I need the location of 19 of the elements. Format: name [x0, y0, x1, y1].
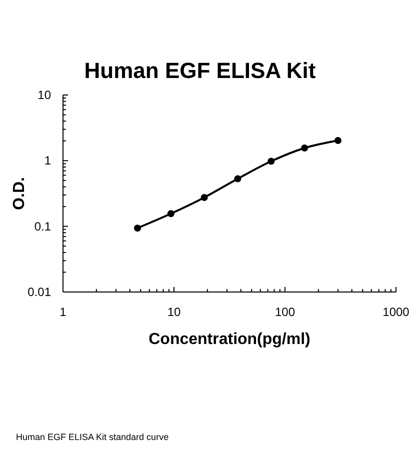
x-tick-label: 100: [274, 305, 296, 319]
point: [334, 136, 342, 144]
x-tick-label: 1: [60, 305, 67, 319]
chart-title: Human EGF ELISA Kit: [84, 58, 316, 83]
text: Human EGF ELISA Kit standard curve: [16, 432, 169, 442]
x-axis-title: Concentration(pg/ml): [148, 331, 310, 348]
point: [268, 158, 275, 165]
point: [134, 224, 141, 232]
y-axis-title: O.D.: [11, 177, 28, 210]
y-tick-label: 0.01: [28, 285, 52, 299]
y-tick-label: 0.1: [34, 219, 52, 234]
y-tick-label: 10: [38, 88, 52, 102]
x-tick-label: 10: [167, 305, 181, 319]
point: [234, 175, 242, 182]
point: [167, 210, 174, 218]
point: [200, 194, 208, 201]
point: [301, 144, 308, 152]
y-tick-label: 1: [44, 154, 52, 168]
x-tick-label: 1000: [382, 305, 410, 319]
